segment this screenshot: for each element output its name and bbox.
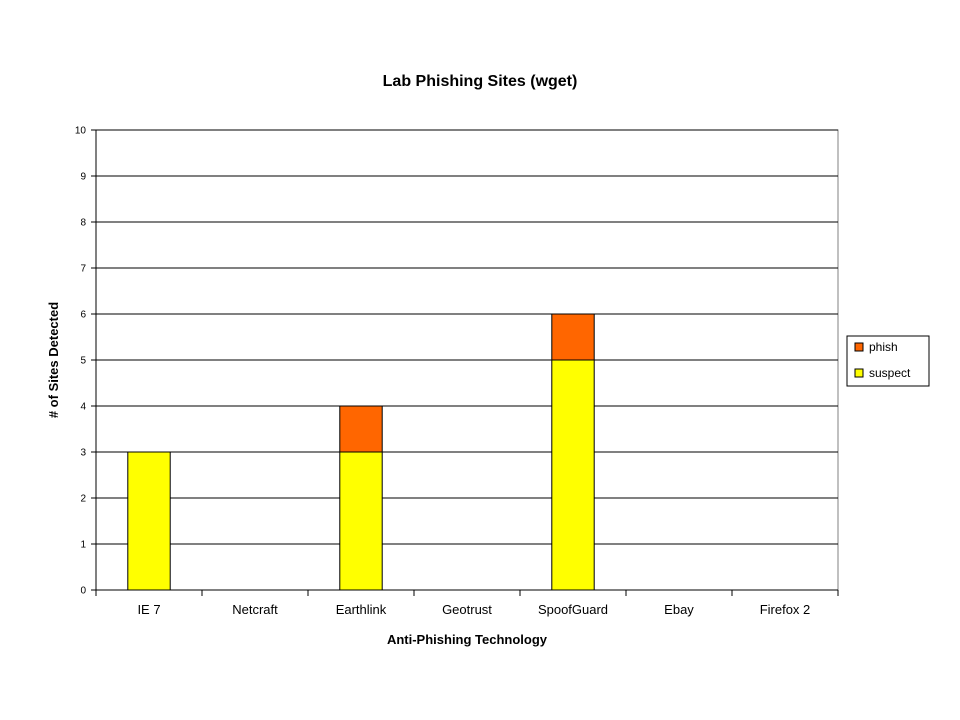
y-tick-label: 1 [80, 540, 86, 551]
x-tick-label: Geotrust [442, 602, 492, 617]
x-tick-label: Ebay [664, 602, 694, 617]
bar-phish [551, 313, 595, 361]
x-tick-label: IE 7 [137, 602, 160, 617]
bar-suspect [127, 451, 171, 591]
chart-title: Lab Phishing Sites (wget) [383, 73, 578, 90]
y-tick-label: 9 [80, 172, 86, 183]
legend-swatch-suspect [854, 368, 864, 378]
x-tick-label: Firefox 2 [760, 602, 811, 617]
y-tick-label: 4 [80, 402, 86, 413]
y-tick-label: 8 [80, 218, 86, 229]
y-axis-title: # of Sites Detected [46, 302, 61, 418]
y-tick-label: 7 [80, 264, 86, 275]
bar-suspect [551, 359, 595, 591]
x-tick-label: Netcraft [232, 602, 278, 617]
y-tick-label: 5 [80, 356, 86, 367]
y-axis: 0 1 2 3 4 5 6 7 8 9 10 [75, 126, 97, 597]
legend-label-phish: phish [869, 340, 898, 354]
x-axis-title: Anti-Phishing Technology [387, 632, 548, 647]
plot-area: 0 1 2 3 4 5 6 7 8 9 10 IE 7 Netcraft Earthlink Geotru… [75, 126, 839, 617]
y-tick-label: 6 [80, 310, 86, 321]
gridlines [96, 129, 838, 545]
x-axis: IE 7 Netcraft Earthlink Geotrust SpoofGuard E… [95, 589, 839, 617]
y-tick-label: 3 [80, 448, 86, 459]
legend: phish suspect [846, 335, 930, 387]
bar-suspect [339, 451, 383, 591]
y-tick-label: 2 [80, 494, 86, 505]
y-tick-label: 0 [80, 586, 86, 597]
x-tick-label: SpoofGuard [538, 602, 608, 617]
x-tick-label: Earthlink [336, 602, 387, 617]
legend-label-suspect: suspect [869, 366, 911, 380]
bar-phish [339, 405, 383, 453]
y-tick-label: 10 [75, 126, 87, 137]
legend-swatch-phish [854, 342, 864, 352]
